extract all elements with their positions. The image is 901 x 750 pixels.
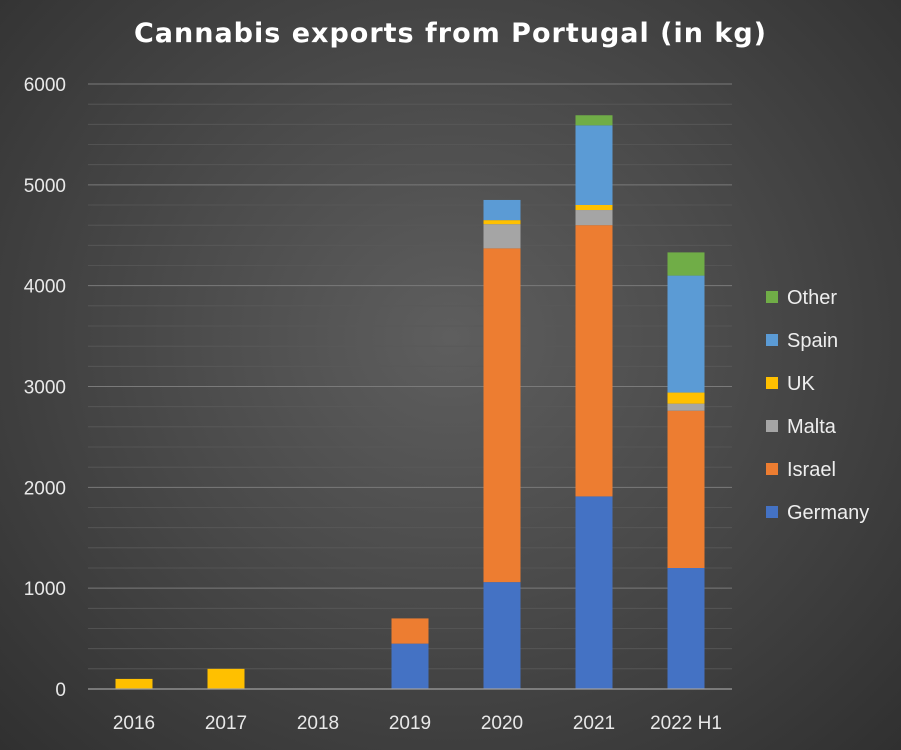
y-tick-label: 2000	[24, 478, 66, 499]
legend-swatch-germany	[766, 506, 778, 518]
bar-segment-uk	[483, 220, 521, 225]
bar-segment-israel	[483, 248, 521, 583]
bar-segment-other	[575, 115, 613, 126]
bar-segment-uk	[207, 668, 245, 689]
y-tick-label: 3000	[24, 378, 66, 399]
bar-segment-spain	[483, 199, 521, 221]
y-tick-label: 1000	[24, 579, 66, 600]
bar-segment-germany	[483, 582, 521, 689]
x-tick-label: 2019	[389, 713, 431, 734]
legend-label-uk: UK	[787, 373, 815, 395]
bar-segment-israel	[575, 225, 613, 497]
legend-label-spain: Spain	[787, 330, 838, 352]
bar-segment-malta	[667, 403, 705, 411]
axes: 0 1000 2000 3000 4000 5000 6000 2016 2017 2018 201…	[24, 75, 732, 734]
legend-label-malta: Malta	[787, 416, 837, 438]
legend-swatch-spain	[766, 334, 778, 346]
bar-segment-spain	[667, 275, 705, 393]
bar-segment-germany	[391, 643, 429, 689]
x-tick-label: 2021	[573, 713, 615, 734]
bar-segment-uk	[115, 678, 153, 689]
bar-segment-israel	[391, 618, 429, 644]
legend-label-germany: Germany	[787, 502, 869, 524]
bar-segment-other	[667, 252, 705, 276]
bar-segment-malta	[575, 210, 613, 226]
x-tick-label: 2016	[113, 713, 155, 734]
chart-title: Cannabis exports from Portugal (in kg)	[133, 18, 767, 49]
bars	[115, 115, 705, 689]
x-tick-label: 2020	[481, 713, 523, 734]
legend-label-israel: Israel	[787, 459, 836, 481]
y-tick-label: 4000	[24, 277, 66, 298]
legend-swatch-malta	[766, 420, 778, 432]
x-tick-label: 2022 H1	[650, 713, 722, 734]
legend-swatch-israel	[766, 463, 778, 475]
y-tick-label: 5000	[24, 176, 66, 197]
y-tick-label: 0	[55, 680, 66, 701]
y-tick-label: 6000	[24, 75, 66, 96]
gridlines	[88, 83, 732, 690]
bar-segment-germany	[575, 496, 613, 689]
x-tick-label: 2017	[205, 713, 247, 734]
legend-label-other: Other	[787, 287, 837, 309]
bar-segment-spain	[575, 125, 613, 205]
x-tick-label: 2018	[297, 713, 339, 734]
bar-segment-uk	[575, 205, 613, 211]
legend-swatch-uk	[766, 377, 778, 389]
bar-segment-israel	[667, 410, 705, 568]
bar-segment-uk	[667, 392, 705, 404]
bar-segment-malta	[483, 224, 521, 249]
legend-swatch-other	[766, 291, 778, 303]
bar-segment-germany	[667, 568, 705, 689]
legend: Other Spain UK Malta Israel Germany	[766, 287, 869, 524]
